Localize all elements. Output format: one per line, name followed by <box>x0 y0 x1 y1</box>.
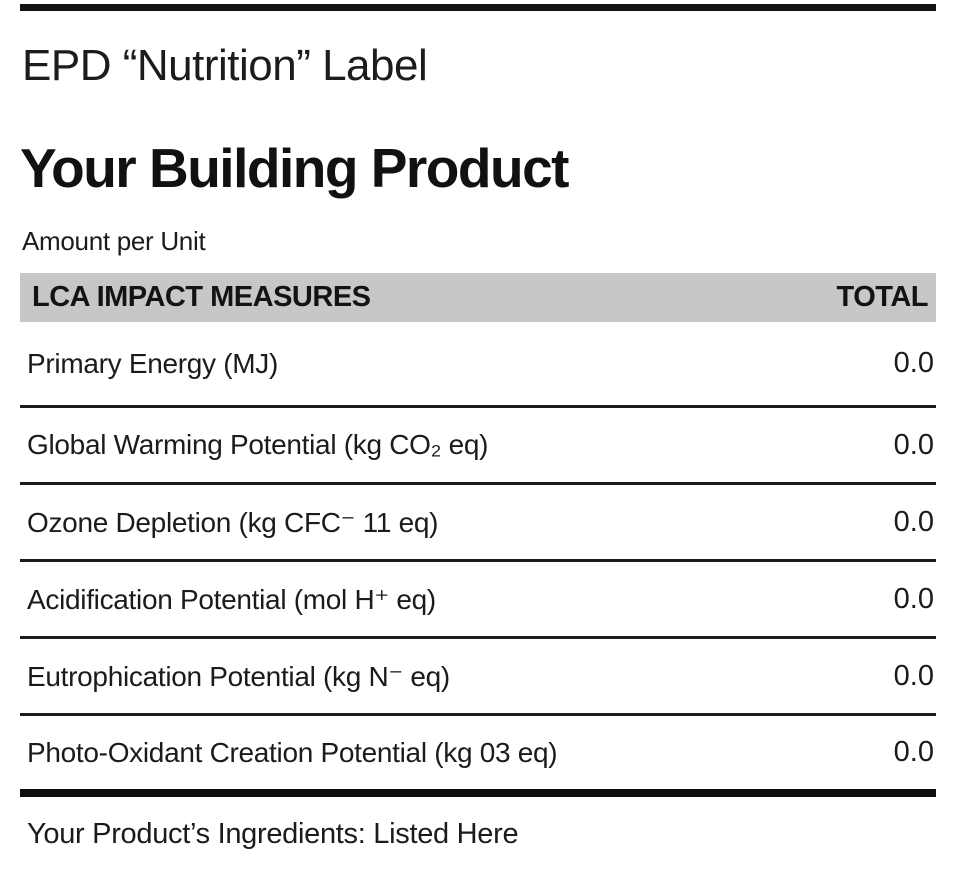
impact-total-value: 0.0 <box>893 428 934 461</box>
table-row: Photo-Oxidant Creation Potential (kg 03 … <box>20 716 936 798</box>
table-header-measures: LCA IMPACT MEASURES <box>32 281 371 314</box>
table-header-total: TOTAL <box>836 281 929 314</box>
table-row: Ozone Depletion (kg CFC⁻ 11 eq) 0.0 <box>20 485 936 563</box>
table-row: Global Warming Potential (kg CO₂ eq) 0.0 <box>20 408 936 486</box>
label-title: EPD “Nutrition” Label <box>22 41 428 90</box>
table-header: LCA IMPACT MEASURES TOTAL <box>20 273 936 323</box>
table-row: Acidification Potential (mol H⁺ eq) 0.0 <box>20 562 936 640</box>
table-row: Primary Energy (MJ) 0.0 <box>20 322 936 409</box>
impact-measure-label: Eutrophication Potential (kg N⁻ eq) <box>27 660 450 692</box>
impact-measure-label: Ozone Depletion (kg CFC⁻ 11 eq) <box>27 506 439 538</box>
product-title: Your Building Product <box>20 136 570 199</box>
table-row: Eutrophication Potential (kg N⁻ eq) 0.0 <box>20 639 936 717</box>
impact-total-value: 0.0 <box>893 659 934 692</box>
impact-measures-table: Primary Energy (MJ) 0.0 Global Warming Pot… <box>20 322 936 798</box>
impact-measure-label: Global Warming Potential (kg CO₂ eq) <box>27 429 489 461</box>
top-rule <box>20 4 936 11</box>
amount-per-unit-label: Amount per Unit <box>22 226 206 257</box>
ingredients-note: Your Product’s Ingredients: Listed Here <box>27 818 519 851</box>
impact-measure-label: Acidification Potential (mol H⁺ eq) <box>27 583 436 615</box>
impact-total-value: 0.0 <box>893 347 934 380</box>
impact-total-value: 0.0 <box>893 582 934 615</box>
impact-measure-label: Primary Energy (MJ) <box>27 347 278 379</box>
impact-total-value: 0.0 <box>893 736 934 769</box>
epd-nutrition-label: EPD “Nutrition” Label Your Building Prod… <box>20 4 936 851</box>
impact-measure-label: Photo-Oxidant Creation Potential (kg 03 … <box>27 736 558 768</box>
impact-total-value: 0.0 <box>893 505 934 538</box>
